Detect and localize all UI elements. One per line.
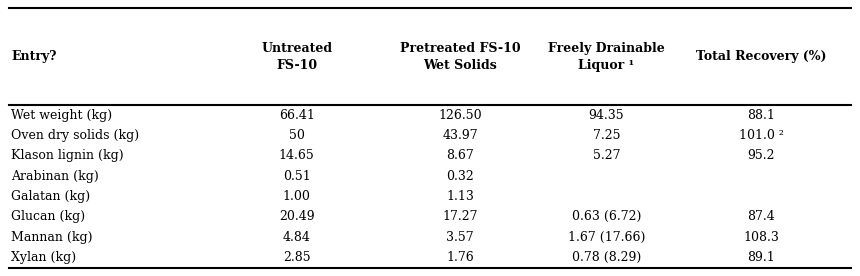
Text: Klason lignin (kg): Klason lignin (kg) — [11, 149, 124, 162]
Text: Arabinan (kg): Arabinan (kg) — [11, 170, 99, 183]
Text: 50: 50 — [289, 129, 304, 142]
Text: 0.63 (6.72): 0.63 (6.72) — [572, 210, 641, 223]
Text: Wet weight (kg): Wet weight (kg) — [11, 108, 113, 121]
Text: 87.4: 87.4 — [747, 210, 775, 223]
Text: Xylan (kg): Xylan (kg) — [11, 251, 77, 264]
Text: 108.3: 108.3 — [743, 231, 779, 244]
Text: Mannan (kg): Mannan (kg) — [11, 231, 93, 244]
Text: Pretreated FS-10
Wet Solids: Pretreated FS-10 Wet Solids — [400, 42, 520, 71]
Text: 14.65: 14.65 — [279, 149, 315, 162]
Text: 0.32: 0.32 — [446, 170, 474, 183]
Text: 0.51: 0.51 — [283, 170, 310, 183]
Text: Untreated
FS-10: Untreated FS-10 — [261, 42, 332, 71]
Text: Galatan (kg): Galatan (kg) — [11, 190, 90, 203]
Text: 95.2: 95.2 — [747, 149, 775, 162]
Text: 0.78 (8.29): 0.78 (8.29) — [572, 251, 641, 264]
Text: 1.76: 1.76 — [446, 251, 474, 264]
Text: Total Recovery (%): Total Recovery (%) — [696, 50, 826, 63]
Text: 8.67: 8.67 — [446, 149, 474, 162]
Text: 94.35: 94.35 — [588, 108, 624, 121]
Text: 101.0 ²: 101.0 ² — [739, 129, 783, 142]
Text: 4.84: 4.84 — [283, 231, 310, 244]
Text: 1.13: 1.13 — [446, 190, 474, 203]
Text: Glucan (kg): Glucan (kg) — [11, 210, 85, 223]
Text: 7.25: 7.25 — [593, 129, 620, 142]
Text: 43.97: 43.97 — [442, 129, 478, 142]
Text: Freely Drainable
Liquor ¹: Freely Drainable Liquor ¹ — [548, 42, 665, 71]
Text: 66.41: 66.41 — [279, 108, 315, 121]
Text: 3.57: 3.57 — [446, 231, 474, 244]
Text: 17.27: 17.27 — [442, 210, 478, 223]
Text: 2.85: 2.85 — [283, 251, 310, 264]
Text: 1.00: 1.00 — [283, 190, 310, 203]
Text: 20.49: 20.49 — [279, 210, 315, 223]
Text: 1.67 (17.66): 1.67 (17.66) — [568, 231, 645, 244]
Text: 89.1: 89.1 — [747, 251, 775, 264]
Text: 5.27: 5.27 — [593, 149, 620, 162]
Text: Entry?: Entry? — [11, 50, 57, 63]
Text: 88.1: 88.1 — [747, 108, 775, 121]
Text: Oven dry solids (kg): Oven dry solids (kg) — [11, 129, 139, 142]
Text: 126.50: 126.50 — [439, 108, 482, 121]
